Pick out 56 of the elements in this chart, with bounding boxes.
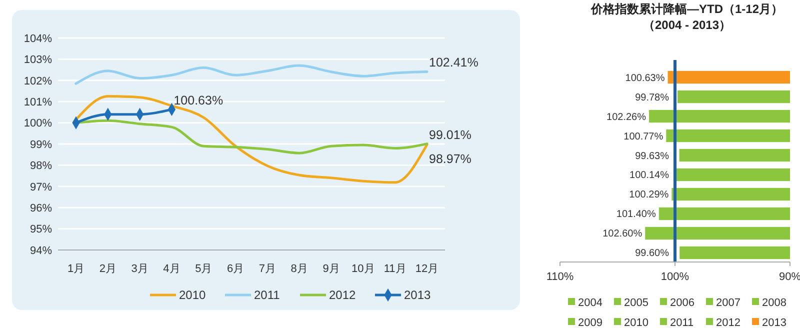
- annotation: 100.63%: [174, 93, 224, 108]
- x-tick-label: 4月: [163, 263, 180, 275]
- x-tick-label: 2月: [99, 263, 116, 275]
- legend-label: 2010: [179, 288, 206, 302]
- data-label: 102.60%: [602, 228, 642, 240]
- x-tick-label: 100%: [660, 271, 690, 283]
- x-tick-label: 8月: [290, 263, 308, 275]
- chart-subtitle: （2004 - 2013）: [642, 18, 732, 32]
- legend-label: 2007: [716, 296, 740, 309]
- legend-label: 2008: [762, 296, 786, 309]
- data-label: 99.63%: [635, 150, 670, 162]
- legend-label: 2012: [716, 316, 740, 329]
- data-label: 99.60%: [635, 248, 670, 260]
- x-tick-label: 12月: [415, 263, 439, 275]
- y-tick-label: 96%: [30, 202, 52, 214]
- data-label: 100.29%: [629, 190, 669, 201]
- legend-label: 2005: [624, 296, 648, 309]
- legend-label: 2009: [578, 316, 602, 329]
- y-tick-label: 100%: [24, 118, 52, 130]
- y-tick-label: 97%: [30, 181, 52, 194]
- y-tick-label: 101%: [24, 96, 52, 108]
- legend-label: 2011: [670, 316, 694, 329]
- x-tick-label: 5月: [195, 263, 212, 275]
- y-tick-label: 99%: [30, 138, 52, 151]
- x-tick-label: 11月: [384, 263, 406, 275]
- legend-label: 2013: [762, 316, 786, 329]
- y-tick-label: 94%: [30, 244, 52, 257]
- y-tick-label: 102%: [24, 75, 52, 88]
- y-tick-label: 104%: [24, 32, 52, 45]
- x-tick-label: 9月: [322, 263, 340, 275]
- x-tick-label: 6月: [226, 263, 244, 275]
- x-tick-label: 10月: [352, 263, 375, 275]
- line-series: [74, 64, 428, 85]
- legend-label: 2013: [404, 288, 432, 302]
- x-tick-label: 3月: [131, 263, 148, 275]
- legend-label: 2011: [254, 288, 280, 302]
- x-tick-label: 7月: [258, 263, 276, 275]
- y-tick-label: 98%: [30, 160, 52, 172]
- legend-label: 2010: [624, 316, 648, 329]
- data-label: 102.26%: [606, 112, 646, 123]
- data-label: 99.78%: [635, 92, 670, 104]
- data-label: 101.40%: [616, 209, 656, 220]
- data-label: 100.63%: [625, 72, 665, 84]
- annotation: 99.01%: [429, 128, 472, 142]
- data-label: 100.14%: [630, 170, 670, 182]
- annotation: 98.97%: [429, 152, 472, 166]
- y-tick-label: 95%: [30, 224, 52, 236]
- data-label: 100.77%: [624, 131, 664, 142]
- chart-title: 价格指数累计降幅—YTD（1-12月）: [590, 2, 784, 16]
- legend-label: 2012: [329, 288, 356, 302]
- x-tick-label: 110%: [546, 271, 574, 283]
- annotation: 102.41%: [429, 56, 478, 70]
- y-tick-label: 103%: [24, 54, 52, 66]
- legend-label: 2006: [670, 296, 694, 309]
- legend-label: 2004: [578, 296, 602, 309]
- x-tick-label: 1月: [67, 263, 85, 275]
